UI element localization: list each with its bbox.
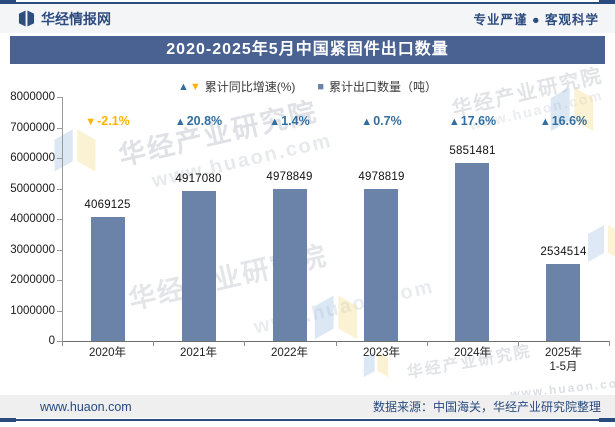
x-axis-tick-mark — [62, 341, 63, 346]
bar — [546, 263, 580, 341]
y-axis-tick-label: 3000000 — [10, 243, 55, 256]
legend-item-growth: ▲ ▼ 累计同比增速(%) — [178, 78, 295, 95]
y-axis-tick-label: 0 — [48, 335, 55, 347]
x-axis-tick-mark — [336, 341, 337, 346]
y-axis-tick-label: 8000000 — [10, 91, 55, 103]
y-axis-tick-mark — [57, 158, 62, 159]
bar-value-label: 4978849 — [266, 171, 313, 184]
bar-value-label: 2534514 — [540, 245, 587, 258]
growth-rate-value: 0.7% — [373, 114, 402, 128]
legend-quantity-label: 累计出口数量（吨） — [329, 80, 438, 94]
y-axis-tick-label: 1000000 — [10, 304, 55, 317]
growth-rate-label: ▲16.6% — [518, 114, 609, 128]
y-axis-tick-label: 6000000 — [10, 152, 55, 164]
x-axis-tick-mark — [244, 341, 245, 346]
bottom-left-border-cap — [0, 417, 16, 422]
y-axis-tick-mark — [57, 310, 62, 312]
bar — [91, 216, 125, 341]
brand-logo[interactable]: 华经情报网 — [18, 9, 111, 29]
bar-value-label: 4978819 — [358, 171, 405, 184]
x-axis-tick-mark — [427, 341, 428, 346]
growth-rate-value: 17.6% — [460, 114, 497, 128]
y-axis-tick-mark — [57, 280, 62, 281]
bar — [273, 189, 307, 341]
header-bar: 华经情报网 专业严谨 ● 客观科学 — [0, 4, 615, 33]
x-axis-category-label: 2022年 — [270, 347, 309, 359]
triangle-down-icon: ▼ — [189, 80, 201, 93]
triangle-up-icon: ▲ — [177, 80, 189, 93]
x-axis-tick-mark — [609, 341, 610, 346]
y-axis-tick-mark — [57, 249, 62, 251]
bar — [455, 162, 489, 341]
y-axis-tick-mark — [57, 97, 62, 98]
growth-rate-label: ▲17.6% — [427, 114, 518, 128]
top-border-line — [0, 2, 615, 4]
x-axis-line — [62, 341, 609, 342]
triangle-up-icon: ▲ — [539, 116, 551, 128]
y-axis-tick-label: 2000000 — [10, 274, 55, 286]
x-axis-category-label: 2025年 1-5月 — [544, 347, 583, 373]
bar-series-swatch-icon: ■ — [317, 80, 325, 93]
bar-value-label: 4917080 — [175, 173, 222, 186]
bottom-border-line — [0, 419, 615, 421]
y-axis-tick-label: 7000000 — [10, 121, 55, 134]
y-axis-tick-label: 5000000 — [10, 182, 55, 195]
bottom-right-border-cap — [599, 417, 615, 422]
x-axis-category-label: 2024年 — [453, 347, 492, 359]
bar-value-label: 5851481 — [449, 144, 496, 157]
triangle-up-icon: ▲ — [174, 116, 186, 128]
bar — [182, 191, 216, 341]
growth-rate-value: 16.6% — [551, 114, 588, 128]
bar — [364, 189, 398, 341]
footer-bar: www.huaon.com 数据来源：中国海关，华经产业研究院整理 — [0, 395, 615, 418]
y-axis-tick-mark — [57, 188, 62, 190]
y-axis-tick-mark — [57, 219, 62, 220]
triangle-up-icon: ▲ — [448, 116, 460, 128]
legend-growth-label: 累计同比增速(%) — [204, 80, 296, 94]
growth-rate-value: -2.1% — [97, 114, 130, 128]
y-axis-tick-mark — [57, 341, 62, 342]
x-axis-category-label: 2023年 — [362, 347, 401, 359]
growth-rate-label: ▲0.7% — [336, 114, 427, 128]
x-axis-tick-mark — [153, 341, 154, 346]
y-axis-line — [62, 97, 63, 341]
x-axis-category-label: 2021年 — [179, 347, 218, 359]
growth-rate-label: ▼-2.1% — [62, 114, 153, 128]
growth-rate-value: 1.4% — [281, 114, 310, 128]
chart-title: 2020-2025年5月中国紧固件出口数量 — [10, 36, 605, 64]
footer-site-link[interactable]: www.huaon.com — [40, 399, 132, 414]
triangle-up-icon: ▲ — [269, 116, 281, 128]
huaon-logo-icon — [18, 10, 35, 27]
chart-legend: ▲ ▼ 累计同比增速(%) ■ 累计出口数量（吨） — [0, 78, 615, 95]
data-source-text: 数据来源：中国海关，华经产业研究院整理 — [372, 400, 601, 414]
y-axis-tick-label: 4000000 — [10, 213, 55, 225]
top-left-border-cap — [0, 0, 16, 5]
legend-item-quantity: ■ 累计出口数量（吨） — [317, 78, 437, 95]
triangle-down-icon: ▼ — [85, 116, 97, 128]
bar-value-label: 4069125 — [84, 198, 131, 211]
triangle-up-icon: ▲ — [361, 116, 373, 128]
brand-name: 华经情报网 — [41, 10, 111, 27]
x-axis-category-label: 2020年 — [88, 347, 127, 359]
x-axis-tick-mark — [518, 341, 519, 346]
growth-rate-value: 20.8% — [186, 114, 223, 128]
header-tagline: 专业严谨 ● 客观科学 — [473, 13, 599, 27]
growth-rate-label: ▲20.8% — [153, 114, 244, 128]
y-axis-tick-mark — [57, 127, 62, 129]
growth-rate-label: ▲1.4% — [244, 114, 335, 128]
top-right-border-cap — [599, 0, 615, 5]
